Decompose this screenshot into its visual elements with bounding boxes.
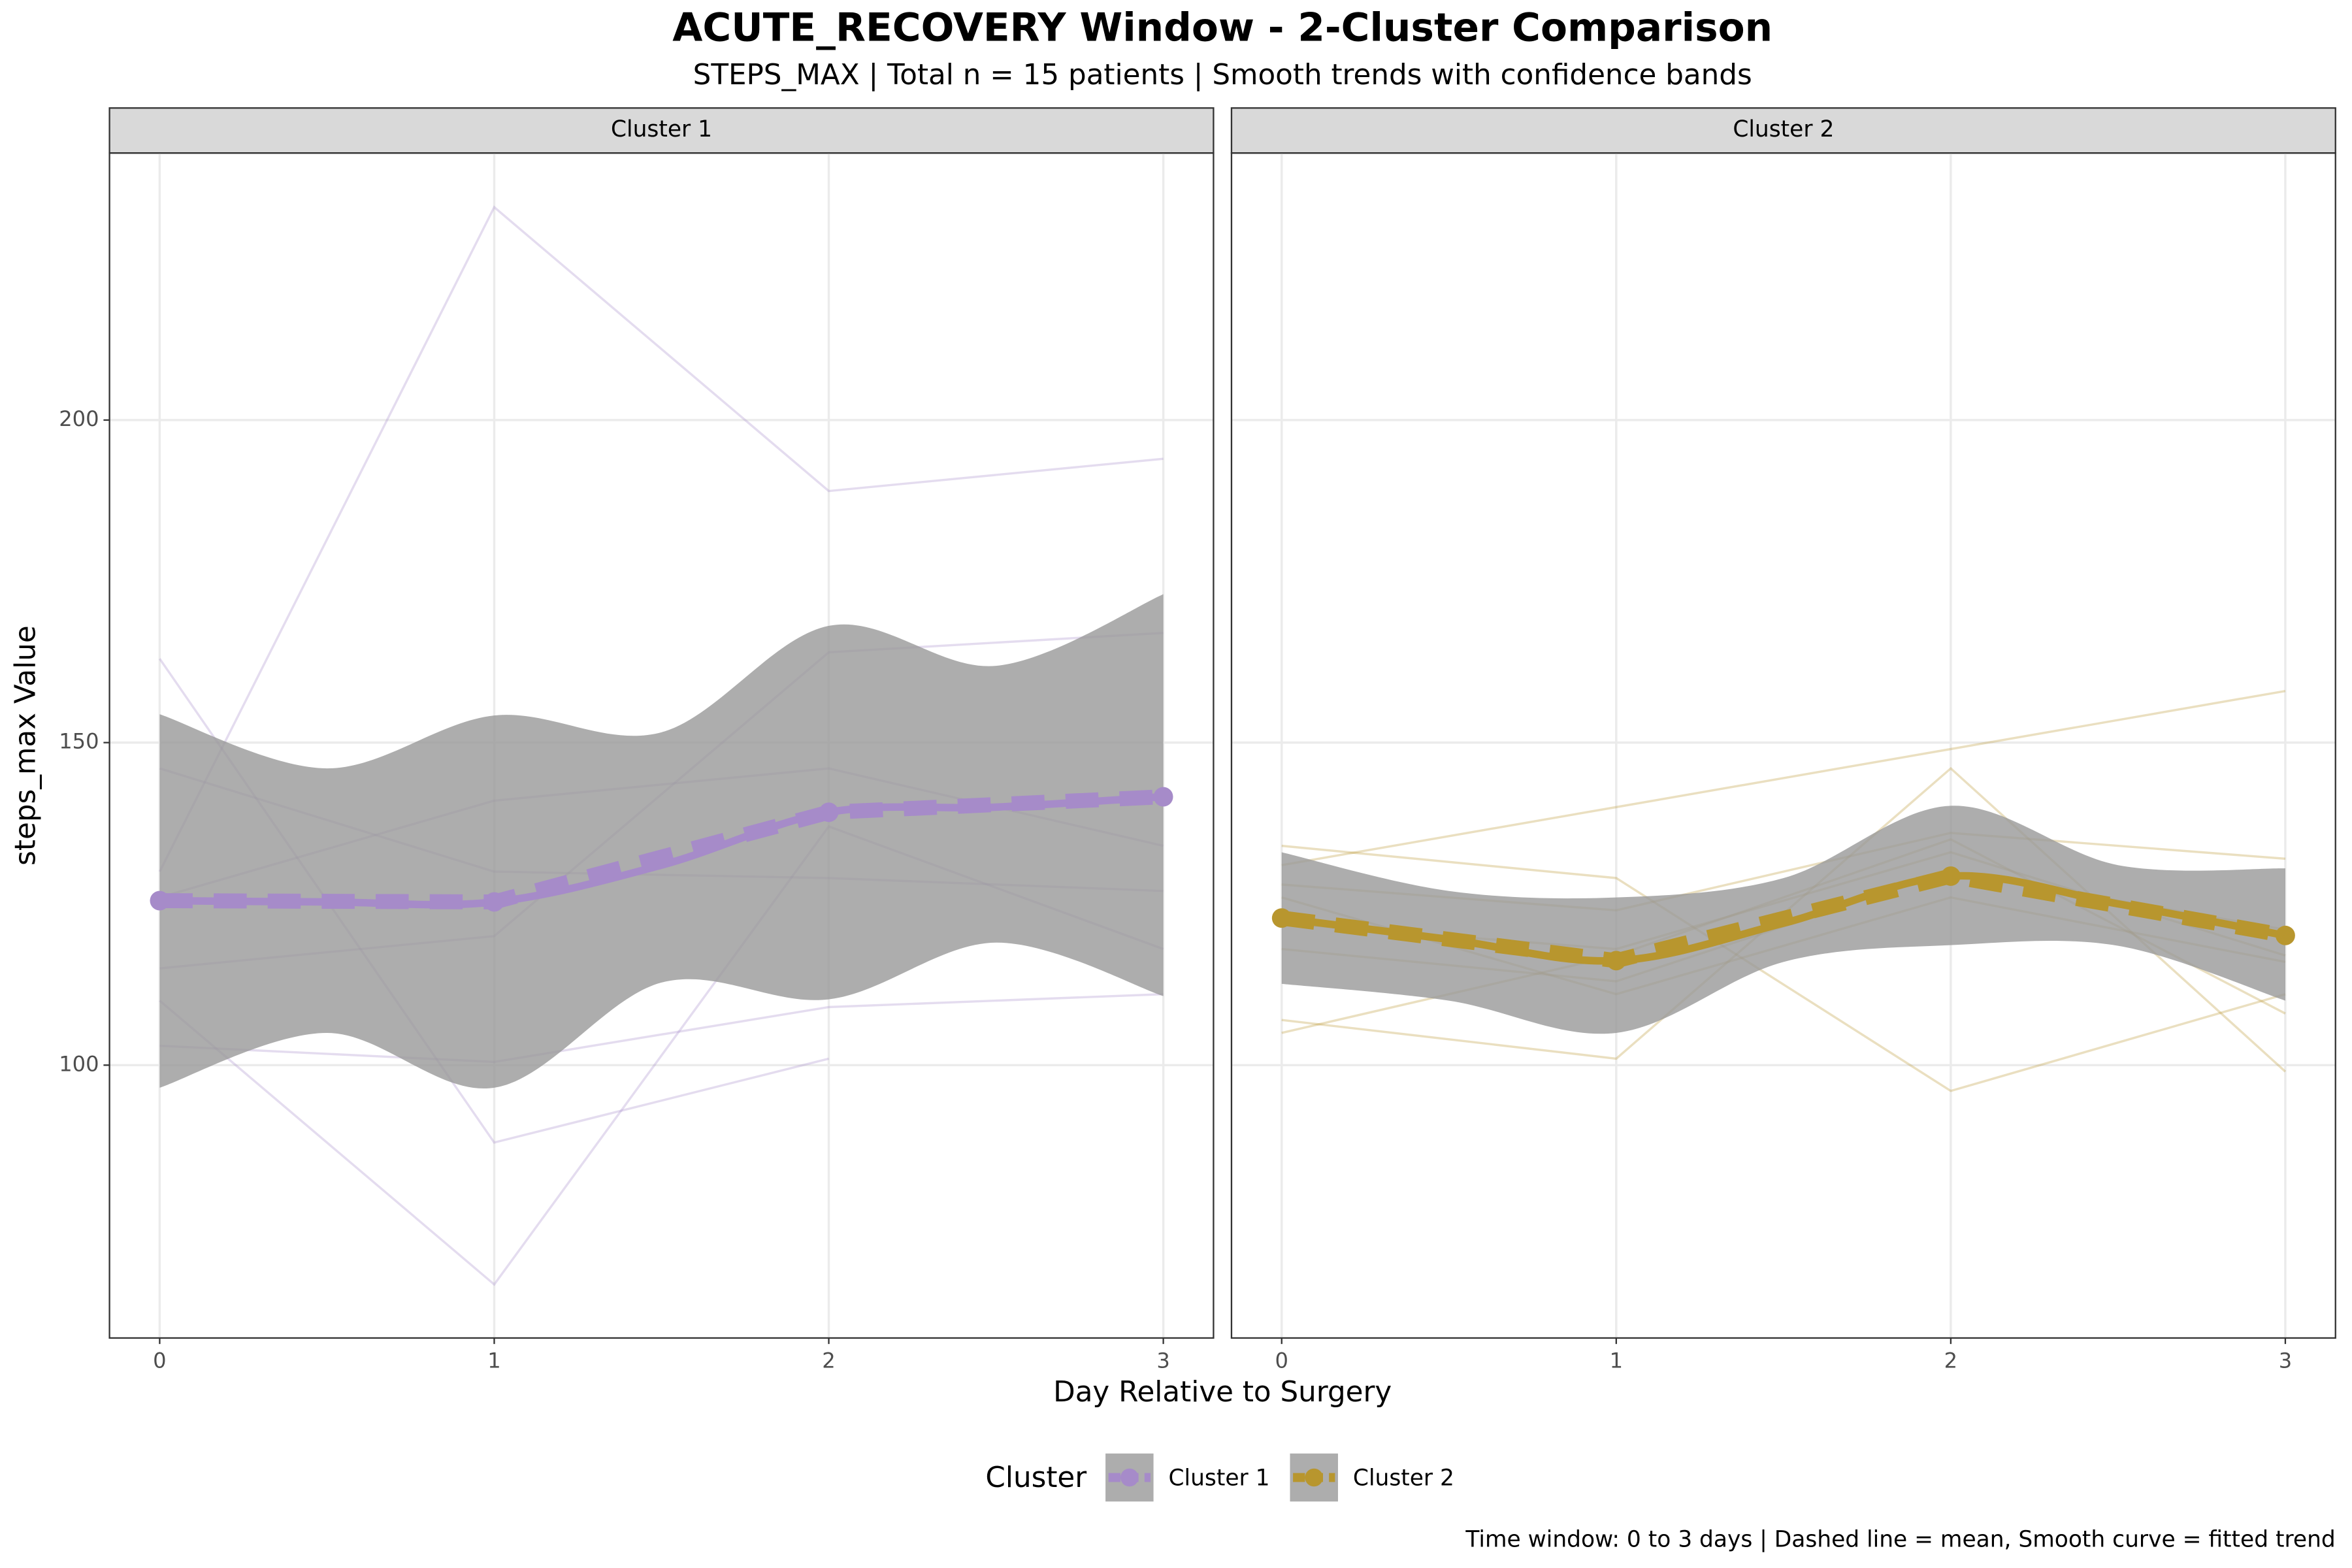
strip-label: Cluster 2 (1733, 116, 1834, 142)
patient-line (159, 992, 1164, 1064)
legend-label: Cluster 2 (1353, 1465, 1454, 1491)
x-tick-label: 2 (822, 1348, 835, 1373)
mean-point (1271, 908, 1292, 928)
patient-line (158, 205, 1164, 872)
x-tick-label: 1 (487, 1348, 500, 1373)
y-tick-label: 200 (59, 406, 99, 431)
caption: Time window: 0 to 3 days | Dashed line =… (1465, 1526, 2335, 1552)
chart-title: ACUTE_RECOVERY Window - 2-Cluster Compar… (672, 6, 1772, 51)
patient-line (1281, 689, 2286, 866)
panel-border (1230, 152, 2336, 1339)
patient-line (1281, 844, 2286, 1092)
panel-border (108, 152, 1215, 1339)
x-tick-label: 0 (153, 1348, 166, 1373)
strip (108, 107, 1215, 154)
strip (1230, 107, 2336, 154)
x-axis-title: Day Relative to Surgery (1053, 1376, 1392, 1409)
x-tick-label: 3 (2279, 1348, 2292, 1373)
mean-point (1940, 866, 1961, 886)
panels: Cluster 1 0 1 2 3 100 150 200 Cluster 2 0 1 2 3 (59, 107, 2336, 1373)
panel: Cluster 1 0 1 2 3 100 150 200 (59, 107, 1215, 1373)
x-tick-label: 2 (1944, 1348, 1957, 1373)
mean-line (1281, 868, 2287, 969)
mean-point (150, 890, 170, 911)
legend: Cluster 1 Cluster 2 (1105, 1453, 1454, 1502)
mean-point (1153, 787, 1173, 807)
strip-label: Cluster 1 (611, 116, 712, 142)
mean-point (1606, 951, 1626, 971)
x-tick-label: 3 (1156, 1348, 1169, 1373)
y-tick-label: 150 (59, 729, 99, 754)
y-axis-title: steps_max Value (9, 625, 42, 866)
mean-point (2276, 925, 2295, 945)
legend-label: Cluster 1 (1169, 1465, 1270, 1491)
y-tick-label: 100 (59, 1051, 99, 1076)
mean-line (159, 789, 1164, 909)
mean-point (819, 802, 839, 823)
mean-point (484, 892, 504, 912)
x-tick-label: 0 (1275, 1348, 1288, 1373)
legend-title: Cluster (985, 1462, 1086, 1494)
x-tick-label: 1 (1610, 1348, 1623, 1373)
chart-subtitle: STEPS_MAX | Total n = 15 patients | Smoo… (693, 59, 1752, 91)
legend-point (1120, 1468, 1139, 1487)
panel: Cluster 2 0 1 2 3 (1230, 107, 2336, 1373)
legend-point (1305, 1468, 1323, 1487)
confidence-band (159, 594, 1164, 1089)
